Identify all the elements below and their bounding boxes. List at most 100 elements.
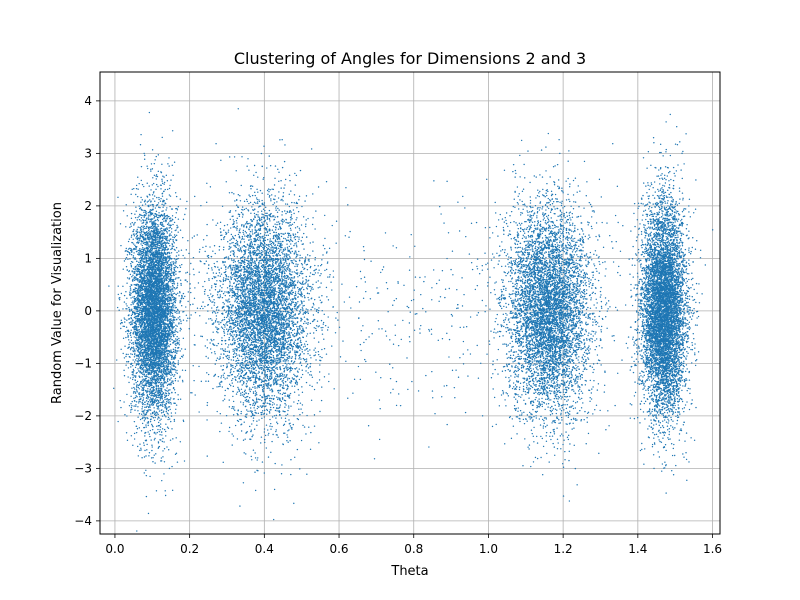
data-point [154,398,157,400]
data-point [179,279,182,281]
data-point [133,288,136,291]
data-point [134,312,137,314]
data-point [180,348,183,350]
data-point [144,233,146,235]
data-point [138,271,141,274]
data-point [169,399,171,401]
data-point [138,239,140,242]
data-point [164,389,166,391]
data-point [136,298,138,301]
data-point [161,195,164,197]
data-point [135,237,137,239]
data-point [163,213,165,216]
data-point [143,386,145,388]
data-point [145,211,147,214]
data-point [124,413,126,416]
data-point [144,234,147,237]
data-point [135,230,137,232]
data-point [147,216,150,218]
data-point [143,280,145,282]
data-point [119,399,121,402]
data-point [138,329,140,331]
data-point [167,327,169,329]
data-point [165,276,167,278]
data-point [175,330,177,333]
data-point [145,264,147,266]
data-point [182,381,184,383]
data-point [176,338,179,341]
data-point [190,291,192,294]
data-point [132,392,135,394]
data-point [162,175,164,177]
data-point [146,443,148,446]
data-point [138,413,141,415]
data-point [129,294,132,296]
data-point [169,298,171,300]
data-point [143,238,145,241]
data-point [127,353,129,356]
data-point [142,393,144,395]
data-point [123,325,126,328]
data-point [153,245,156,247]
data-point [141,395,143,398]
data-point [123,369,125,372]
data-point [136,263,139,266]
data-point [153,399,156,401]
data-point [170,238,172,240]
data-point [137,346,139,348]
data-point [147,379,149,381]
data-point [161,373,164,376]
data-point [133,336,135,338]
data-point [145,227,147,229]
data-point [131,364,134,367]
data-point [118,298,121,301]
data-point [130,411,132,413]
data-point [173,234,176,236]
data-point [178,254,180,256]
data-point [170,415,173,417]
data-point [135,382,137,384]
data-point [172,236,174,238]
data-point [163,220,165,222]
data-point [125,355,127,358]
data-point [126,277,129,279]
data-point [133,405,135,407]
data-point [141,408,143,410]
data-point [125,361,128,363]
data-point [157,220,159,222]
data-point [184,369,187,372]
data-point [127,361,129,363]
data-point [149,384,151,386]
data-point [172,239,175,241]
data-point [129,285,131,288]
data-point [161,318,164,320]
data-point [158,377,161,379]
data-point [157,154,160,156]
data-point [132,288,135,291]
data-point [157,421,160,424]
data-point [145,400,148,402]
data-point [187,291,189,293]
data-point [185,249,188,251]
data-point [142,381,144,383]
data-point [151,310,153,312]
data-point [133,331,135,333]
data-point [140,196,142,199]
data-point [174,402,176,405]
data-point [120,292,123,295]
data-point [144,370,147,372]
data-point [154,207,157,209]
data-point [132,300,134,302]
data-point [134,392,137,394]
data-point [155,174,158,176]
data-point [177,309,179,311]
data-point [182,337,185,340]
data-point [162,310,165,313]
data-point [139,396,141,398]
data-point [150,225,153,228]
data-point [173,375,175,378]
data-point [132,261,134,263]
data-point [150,264,152,267]
data-point [147,398,149,400]
data-point [173,236,176,239]
